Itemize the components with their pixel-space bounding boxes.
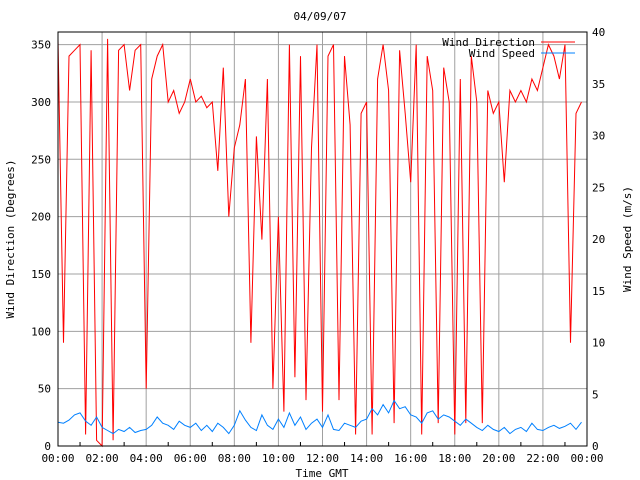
y2-tick-label: 0: [592, 440, 599, 453]
x-tick-label: 02:00: [86, 452, 119, 465]
x-tick-label: 16:00: [394, 452, 427, 465]
y2-tick-label: 20: [592, 233, 605, 246]
x-tick-label: 12:00: [306, 452, 339, 465]
y2-tick-label: 25: [592, 181, 605, 194]
y-tick-label: 350: [31, 39, 51, 52]
y-tick-label: 200: [31, 211, 51, 224]
plot-frame: [57, 31, 588, 447]
y2-tick-label: 5: [592, 388, 599, 401]
x-tick-label: 20:00: [482, 452, 515, 465]
series-line-wind-speed: [57, 399, 582, 435]
y2-axis-label: Wind Speed (m/s): [621, 186, 634, 292]
x-axis-label: Time GMT: [296, 467, 349, 480]
x-tick-label: 14:00: [350, 452, 383, 465]
legend: Wind Direction Wind Speed: [442, 36, 575, 60]
series-layer: [57, 38, 582, 448]
axes: 00:00 02:00 04:00 06:00 08:00 10:00 12:00 14:00…: [31, 26, 605, 465]
y2-tick-label: 30: [592, 130, 605, 143]
y2-tick-label: 15: [592, 285, 605, 298]
y2-tick-label: 10: [592, 337, 605, 350]
legend-label-speed: Wind Speed: [469, 47, 535, 60]
y-tick-label: 300: [31, 96, 51, 109]
series-line-wind-direction: [57, 38, 582, 448]
x-tick-label: 08:00: [218, 452, 251, 465]
x-tick-label: 00:00: [41, 452, 74, 465]
legend-label-direction: Wind Direction: [442, 36, 535, 49]
x-tick-label: 18:00: [438, 452, 471, 465]
x-tick-label: 10:00: [262, 452, 295, 465]
x-tick-label: 22:00: [526, 452, 559, 465]
y-tick-label: 150: [31, 268, 51, 281]
y-tick-label: 0: [44, 440, 51, 453]
x-tick-label: 06:00: [174, 452, 207, 465]
y-axis-label: Wind Direction (Degrees): [4, 160, 17, 319]
x-tick-label: 04:00: [130, 452, 163, 465]
y2-tick-label: 35: [592, 78, 605, 91]
x-tick-label: 00:00: [570, 452, 603, 465]
y2-tick-label: 40: [592, 26, 605, 39]
y-tick-label: 100: [31, 325, 51, 338]
chart-title: 04/09/07: [294, 10, 347, 23]
y-tick-label: 50: [38, 383, 51, 396]
y-tick-label: 250: [31, 153, 51, 166]
